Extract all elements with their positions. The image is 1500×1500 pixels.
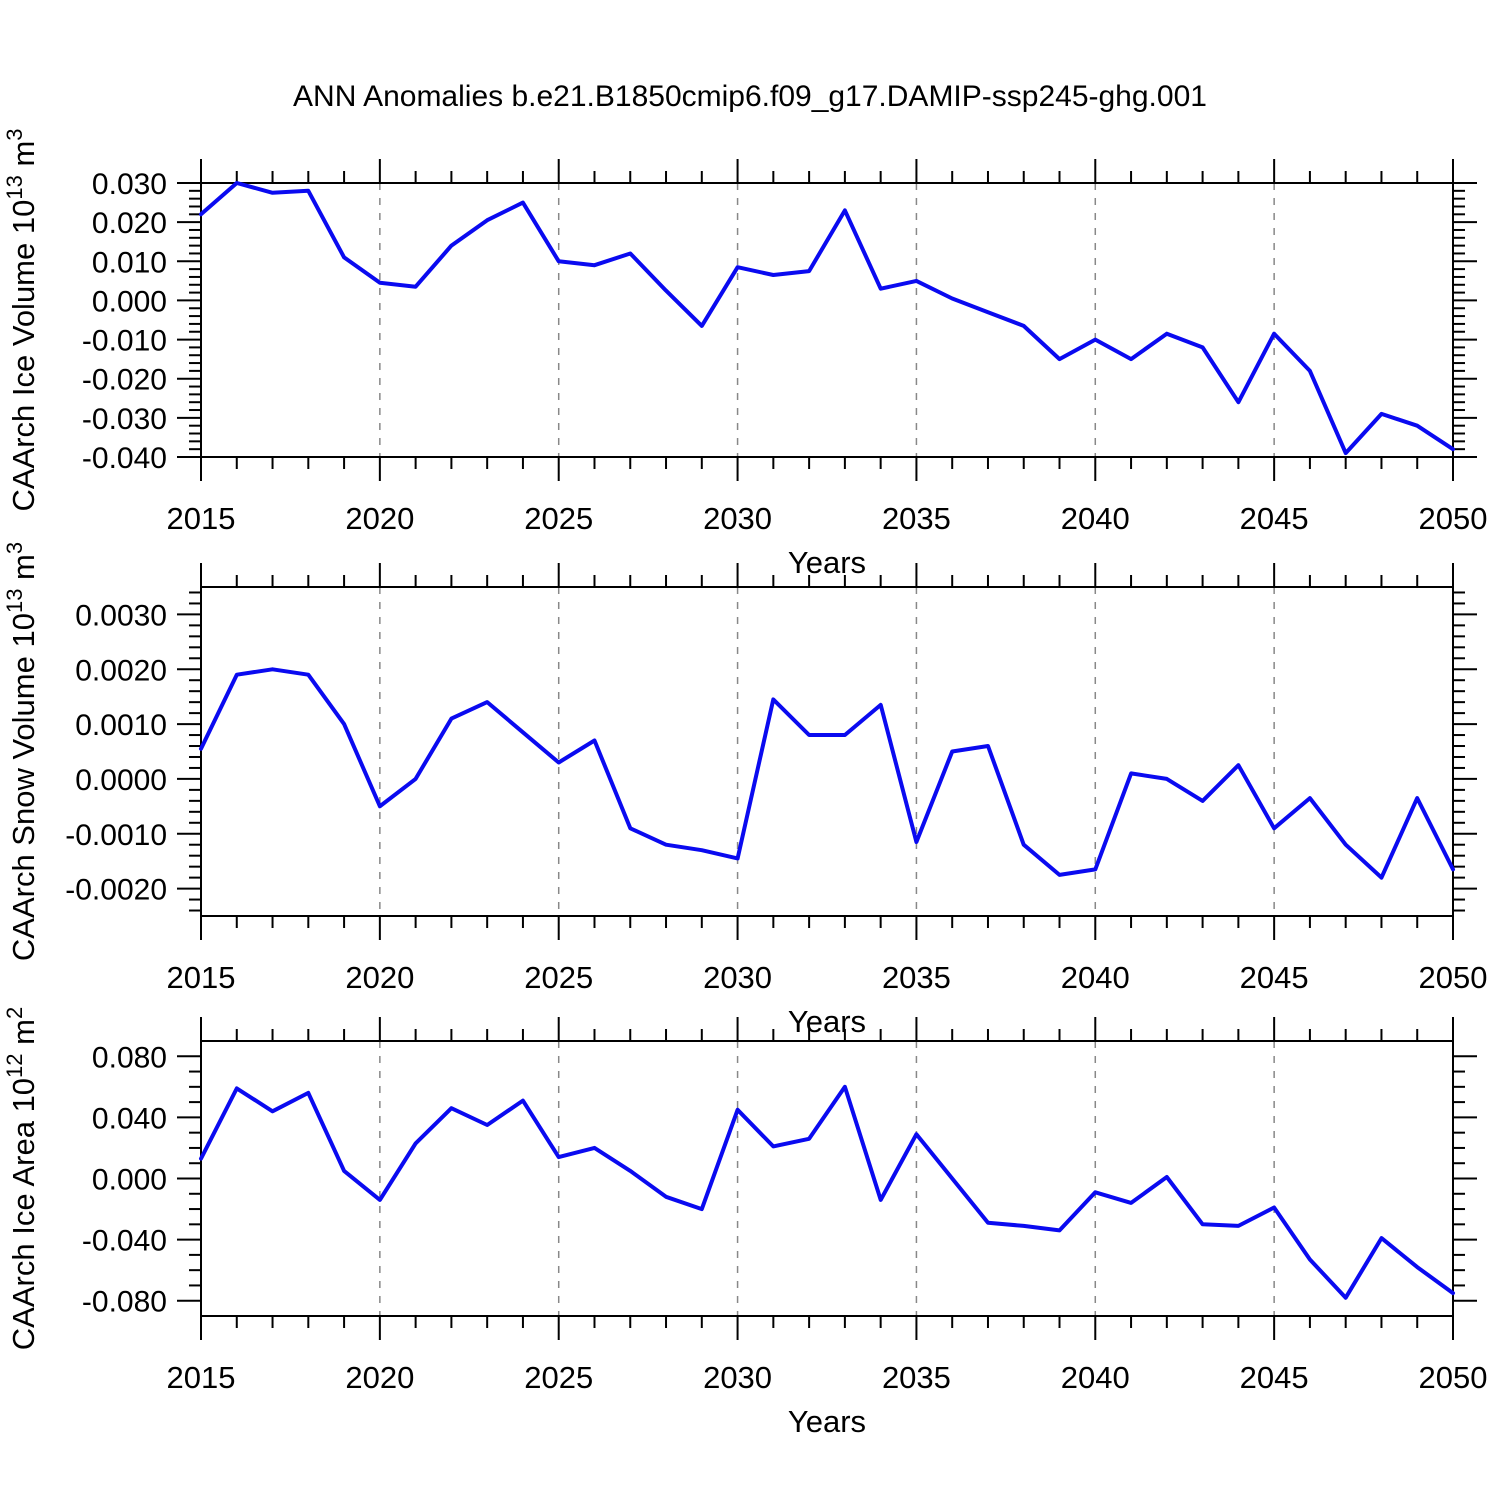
chart-snow-volume-xtick-label: 2030	[703, 960, 772, 995]
chart-ice-volume-xtick-label: 2035	[882, 501, 951, 536]
chart-ice-volume-frame	[200, 182, 1454, 458]
chart-snow-volume-ytick-label: 0.0020	[75, 654, 167, 687]
chart-snow-volume-xtick-label: 2045	[1240, 960, 1309, 995]
chart-ice-area-xtick-label: 2025	[524, 1360, 593, 1395]
chart-snow-volume-xtick-label: 2020	[345, 960, 414, 995]
figure-title: ANN Anomalies b.e21.B1850cmip6.f09_g17.D…	[293, 80, 1207, 113]
chart-ice-volume-ytick-label: 0.010	[92, 246, 167, 279]
chart-ice-area-ytick-label: 0.000	[92, 1164, 167, 1197]
chart-ice-volume-xtick-label: 2040	[1061, 501, 1130, 536]
chart-snow-volume-ytick-label: 0.0030	[75, 599, 167, 632]
chart-ice-volume-xtick-label: 2020	[345, 501, 414, 536]
chart-ice-area-xtick-label: 2040	[1061, 1360, 1130, 1395]
chart-snow-volume-line	[199, 667, 1455, 880]
chart-ice-volume-ytick-label: -0.030	[82, 403, 167, 436]
chart-snow-volume-xtick-label: 2015	[167, 960, 236, 995]
chart-snow-volume-xaxis-title: Years	[788, 1004, 866, 1039]
chart-ice-area-line	[199, 1084, 1455, 1300]
chart-ice-volume-ytick-label: 0.020	[92, 207, 167, 240]
chart-ice-area-xtick-label: 2050	[1419, 1360, 1488, 1395]
chart-ice-area-xtick-label: 2020	[345, 1360, 414, 1395]
chart-ice-volume-ytick-label: -0.020	[82, 364, 167, 397]
chart-ice-volume-xtick-label: 2015	[167, 501, 236, 536]
chart-ice-volume-ytick-label: 0.030	[92, 168, 167, 201]
chart-ice-volume-xtick-label: 2050	[1419, 501, 1488, 536]
chart-ice-volume-xtick-label: 2045	[1240, 501, 1309, 536]
chart-ice-volume-ytick-label: 0.000	[92, 285, 167, 318]
chart-ice-volume-yaxis-title: CAArch Ice Volume 1013 m3	[2, 128, 41, 511]
chart-snow-volume-ytick-label: 0.0000	[75, 764, 167, 797]
chart-ice-area-xaxis-title: Years	[788, 1404, 866, 1439]
chart-snow-volume-ytick-label: 0.0010	[75, 709, 167, 742]
chart-ice-volume-xtick-label: 2025	[524, 501, 593, 536]
chart-ice-area-xtick-label: 2015	[167, 1360, 236, 1395]
chart-ice-volume-line	[199, 181, 1455, 456]
chart-snow-volume: 0.0030 0.0020 0.0010 0.0000 -0.0010 -0.0020 20…	[2, 542, 1487, 1039]
chart-ice-volume: 0.030 0.020 0.010 0.000 -0.010 -0.020 -0.030 -0…	[2, 128, 1487, 580]
chart-ice-area-ytick-label: -0.040	[82, 1225, 167, 1258]
chart-ice-area-xtick-label: 2035	[882, 1360, 951, 1395]
chart-ice-area-ytick-label: 0.080	[92, 1041, 167, 1074]
chart-snow-volume-yaxis-title: CAArch Snow Volume 1013 m3	[2, 542, 41, 961]
chart-ice-volume-ytick-label: -0.040	[82, 442, 167, 475]
chart-ice-area-ytick-label: -0.080	[82, 1286, 167, 1319]
chart-ice-area-xtick-label: 2030	[703, 1360, 772, 1395]
chart-snow-volume-frame	[200, 586, 1454, 917]
chart-snow-volume-xtick-label: 2040	[1061, 960, 1130, 995]
chart-ice-area-xtick-label: 2045	[1240, 1360, 1309, 1395]
chart-snow-volume-ytick-label: -0.0010	[65, 819, 167, 852]
chart-ice-area-ytick-label: 0.040	[92, 1102, 167, 1135]
chart-snow-volume-xtick-label: 2050	[1419, 960, 1488, 995]
chart-snow-volume-xtick-label: 2035	[882, 960, 951, 995]
chart-ice-area: 0.080 0.040 0.000 -0.040 -0.080 2015 2020 2025 2…	[2, 1007, 1487, 1439]
chart-ice-volume-xtick-label: 2030	[703, 501, 772, 536]
chart-ice-area-yaxis-title: CAArch Ice Area 1012 m2	[2, 1007, 41, 1350]
chart-snow-volume-ytick-label: -0.0020	[65, 874, 167, 907]
chart-snow-volume-xtick-label: 2025	[524, 960, 593, 995]
chart-ice-volume-xaxis-title: Years	[788, 545, 866, 580]
chart-ice-area-frame	[200, 1040, 1454, 1317]
chart-ice-volume-ytick-label: -0.010	[82, 325, 167, 358]
